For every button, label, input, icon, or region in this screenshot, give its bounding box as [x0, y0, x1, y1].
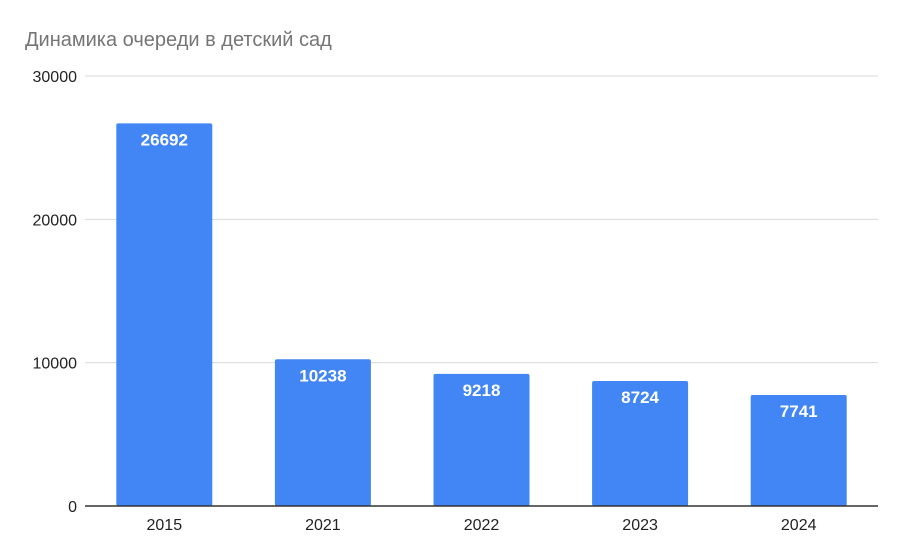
data-label-2015: 26692: [141, 130, 188, 149]
y-tick-label: 10000: [33, 356, 78, 373]
x-axis-tick-labels: 2015 2021 2022 2023 2024: [147, 517, 817, 534]
bar-2023: [592, 380, 689, 506]
data-label-2021: 10238: [299, 366, 346, 385]
bar-2015: [116, 123, 213, 506]
y-tick-label: 20000: [33, 212, 78, 229]
data-label-2023: 8724: [621, 388, 659, 407]
y-tick-label: 30000: [33, 69, 78, 86]
bar-2022: [433, 373, 530, 506]
bars: [116, 123, 847, 506]
x-tick-label-2023: 2023: [622, 517, 658, 534]
bar-2021: [274, 359, 371, 506]
x-tick-label-2024: 2024: [781, 517, 817, 534]
data-labels: 26692 10238 9218 8724 7741: [141, 130, 818, 421]
chart-title: Динамика очереди в детский сад: [25, 29, 332, 51]
data-label-2022: 9218: [463, 381, 501, 400]
bar-2024: [750, 395, 847, 506]
y-tick-label: 0: [68, 499, 77, 516]
y-axis-tick-labels: 0 10000 20000 30000: [33, 69, 78, 516]
gridlines: [85, 75, 878, 364]
data-label-2024: 7741: [780, 402, 818, 421]
x-tick-label-2015: 2015: [147, 517, 183, 534]
x-tick-label-2022: 2022: [464, 517, 500, 534]
x-tick-label-2021: 2021: [305, 517, 341, 534]
